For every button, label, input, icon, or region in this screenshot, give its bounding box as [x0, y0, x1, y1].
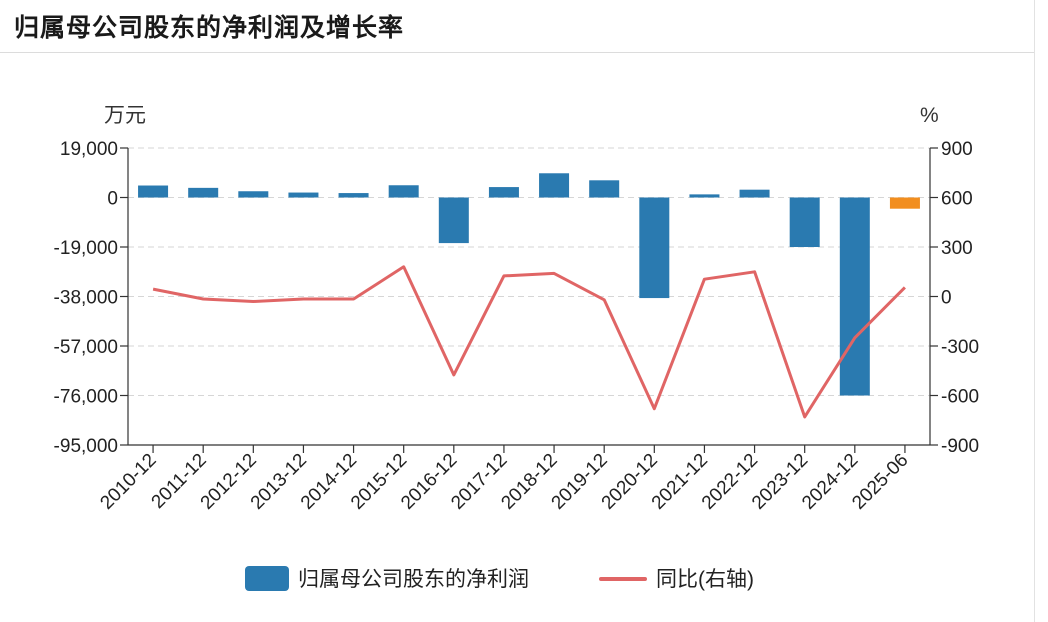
right-tick-label: -300	[941, 337, 979, 358]
left-tick-label: 0	[107, 189, 118, 210]
right-tick-label: -900	[941, 436, 979, 457]
right-axis-ticks: 900 600 300 0 -300 -600 -900	[930, 139, 979, 457]
bar-2012-12[interactable]	[238, 191, 269, 198]
yoy-growth-line[interactable]	[152, 265, 906, 419]
bar-2010-12[interactable]	[138, 185, 169, 198]
bar-2017-12[interactable]	[488, 187, 519, 198]
legend-bar-swatch[interactable]	[245, 566, 289, 591]
bar-2022-12[interactable]	[739, 189, 770, 198]
right-axis-unit: %	[920, 104, 939, 127]
bar-2025-06[interactable]	[889, 197, 920, 209]
bar-2023-12[interactable]	[789, 197, 820, 248]
right-tick-label: -600	[941, 387, 979, 408]
left-tick-label: -38,000	[54, 288, 118, 309]
left-tick-label: -57,000	[54, 337, 118, 358]
legend-line-label[interactable]: 同比(右轴)	[656, 568, 754, 591]
bar-2018-12[interactable]	[539, 173, 570, 198]
left-axis-ticks: 19,000 0 -19,000 -38,000 -57,000 -76,000 -95,0…	[54, 139, 128, 457]
x-axis-ticks: 2010-122011-122012-122013-122014-122015-…	[96, 445, 912, 514]
left-tick-label: -95,000	[54, 436, 118, 457]
left-tick-label: -19,000	[54, 238, 118, 259]
left-axis-unit: 万元	[104, 104, 146, 127]
right-tick-label: 900	[941, 139, 973, 160]
left-tick-label: -76,000	[54, 387, 118, 408]
legend[interactable]: 归属母公司股东的净利润 同比(右轴)	[245, 566, 754, 591]
legend-bar-label[interactable]: 归属母公司股东的净利润	[298, 568, 529, 591]
right-tick-label: 600	[941, 189, 973, 210]
bar-2011-12[interactable]	[188, 187, 219, 198]
bar-series	[138, 173, 920, 396]
bar-2014-12[interactable]	[338, 193, 369, 198]
bar-2021-12[interactable]	[689, 194, 720, 198]
bar-2015-12[interactable]	[388, 185, 419, 198]
bar-2016-12[interactable]	[438, 197, 469, 244]
right-tick-label: 300	[941, 238, 973, 259]
left-tick-label: 19,000	[60, 139, 118, 160]
page-title: 归属母公司股东的净利润及增长率	[14, 14, 405, 42]
x-tick-label: 2010-12	[96, 450, 160, 514]
bar-2013-12[interactable]	[288, 192, 319, 198]
bar-2020-12[interactable]	[639, 197, 670, 299]
right-tick-label: 0	[941, 288, 952, 309]
header: 归属母公司股东的净利润及增长率	[0, 0, 1034, 53]
bar-2019-12[interactable]	[589, 180, 620, 198]
x-tick-label: 2025-06	[848, 450, 912, 514]
bar-2024-12[interactable]	[839, 197, 870, 396]
line-series	[152, 265, 906, 419]
panel-divider	[1034, 0, 1035, 622]
